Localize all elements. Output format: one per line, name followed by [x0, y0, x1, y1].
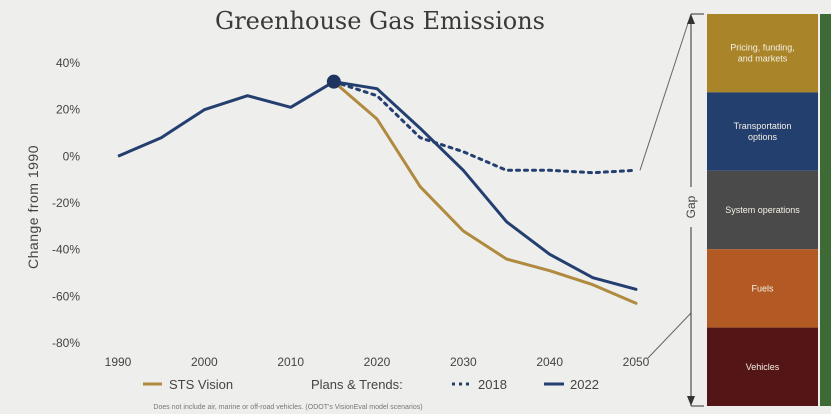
y-axis-label: Change from 1990 [25, 145, 41, 269]
gap-segment-label: System operations [725, 205, 800, 215]
y-tick-label: -80% [52, 336, 80, 350]
gap-segments: Pricing, funding, and markets Transportati… [707, 14, 818, 406]
marker-2015 [326, 74, 341, 89]
legend-label-2018: 2018 [478, 377, 507, 392]
x-tick-label: 2030 [450, 355, 477, 369]
gap-segment-label: Vehicles [746, 362, 780, 372]
series-lines [117, 13, 692, 305]
gap-segment [707, 14, 818, 93]
gap-segment [707, 249, 818, 328]
legend-prefix: Plans & Trends: [311, 377, 403, 392]
y-tick-label: -60% [52, 289, 80, 303]
y-tick-label: 40% [56, 56, 80, 70]
gap-segment-label: Fuels [751, 283, 774, 293]
x-tick-label: 2040 [536, 355, 563, 369]
arrow-down-icon [687, 396, 695, 406]
legend-label-2022: 2022 [570, 377, 599, 392]
legend-label-sts: STS Vision [169, 377, 233, 392]
gap-segment-label: Pricing, funding, and markets [730, 43, 795, 64]
gap-segment [707, 170, 818, 250]
gap-bracket: Gap [647, 13, 704, 407]
series-line-2022 [332, 80, 638, 291]
series-line-2018 [332, 80, 638, 175]
historical-line [117, 80, 335, 158]
connector-line-lower [647, 312, 692, 359]
connector-line-upper [639, 13, 692, 171]
x-tick-label: 1990 [105, 355, 132, 369]
gap-segment [707, 92, 818, 171]
x-tick-label: 2010 [277, 355, 304, 369]
right-edge-strip [820, 14, 831, 406]
gap-label: Gap [684, 195, 698, 218]
chart-title: Greenhouse Gas Emissions [215, 7, 545, 35]
footnote: Does not include air, marine or off-road… [153, 404, 422, 411]
arrow-up-icon [687, 14, 695, 24]
x-tick-labels: 1990 2000 2010 2020 2030 2040 2050 [105, 355, 650, 369]
x-tick-label: 2050 [623, 355, 650, 369]
y-tick-label: -20% [52, 196, 80, 210]
y-tick-labels: 40% 20% 0% -20% -40% -60% -80% [52, 56, 80, 350]
y-tick-label: 0% [63, 149, 81, 163]
y-tick-label: -40% [52, 243, 80, 257]
gap-segment-label: Transportation options [734, 121, 792, 142]
gap-segment [707, 327, 818, 406]
y-tick-label: 20% [56, 103, 80, 117]
series-line-sts-vision [332, 80, 638, 305]
x-tick-label: 2000 [191, 355, 218, 369]
legend: STS Vision Plans & Trends: 2018 2022 [143, 377, 599, 392]
x-tick-label: 2020 [364, 355, 391, 369]
